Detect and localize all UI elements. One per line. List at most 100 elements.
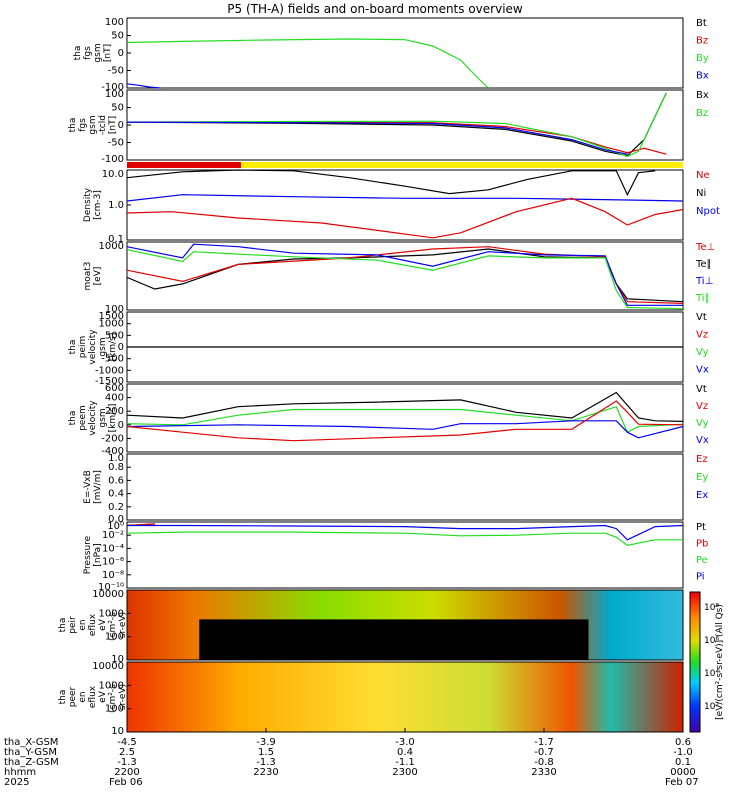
legend-entry: Te⊥ [695, 242, 715, 253]
y-tick-label: -50 [108, 138, 124, 149]
panel-frame [126, 169, 684, 241]
colorbar-tick-label: 10⁴ [704, 669, 719, 679]
x-tick-label: 0.6 [675, 737, 691, 748]
legend-entry: Vz [696, 401, 708, 412]
y-axis-label-line: en [78, 619, 88, 630]
y-tick-label: 10⁻⁶ [102, 557, 124, 568]
y-axis-label: tha peer en eflux eV (cm²-s-sr-eV) [58, 681, 128, 713]
y-axis-label-line: fgs [83, 46, 93, 60]
y-axis-label-line: tha [73, 46, 83, 61]
y-axis-label-line: tha [68, 118, 78, 133]
y-axis-label-line: tha [68, 340, 78, 355]
y-tick-label: -200 [101, 433, 124, 444]
x-tick-label: -4.5 [117, 737, 137, 748]
x-tick-label: -0.8 [534, 757, 554, 768]
y-tick-label: 50 [111, 103, 124, 114]
series-line [126, 169, 656, 197]
x-tick-label: 2230 [253, 767, 278, 778]
y-tick-label: 100 [105, 304, 124, 315]
y-tick-label: 0 [118, 48, 124, 59]
panel-frame [126, 241, 684, 311]
y-tick-label: 10⁻¹⁰ [98, 582, 124, 593]
y-tick-label: 50 [111, 31, 124, 42]
y-axis-label-line: gsm [88, 115, 98, 134]
y-tick-label: 200 [105, 406, 124, 417]
y-axis-label-line: [km/s] [108, 333, 118, 362]
colorbar: 10⁸ 10⁶ 10⁴ 10²[eV/(cm²-s-sr-eV)] (All Qs) [689, 591, 725, 733]
y-tick-label: 10.0 [102, 169, 124, 180]
y-tick-label: 100 [105, 704, 124, 715]
legend-entry: Pt [696, 522, 706, 533]
y-axis-label: tha peim velocity gsm [km/s] [68, 329, 118, 365]
y-axis-label-line: eflux [88, 685, 98, 708]
y-axis-label-line: [nT] [103, 44, 113, 62]
series-line [126, 400, 684, 442]
x-tick-label: 0000 [670, 767, 695, 778]
y-axis-label-line: [km/s] [108, 404, 118, 433]
y-axis-label-line: sr-eV) [118, 612, 128, 638]
x-tick-label: -1.1 [395, 757, 415, 768]
series-line [126, 420, 684, 439]
y-axis-label-line: en [78, 691, 88, 702]
y-tick-label: 1.0 [108, 200, 124, 211]
y-axis-label-line: Density [83, 187, 93, 222]
panel-2: 100 50 0 -50 -100 tha fgs gsm -tcld [nT] Bx Bz [68, 89, 709, 165]
spectrogram-empty-region [199, 619, 589, 660]
y-tick-label: 0 [118, 120, 124, 131]
colorbar-tick-label: 10⁸ [704, 603, 719, 613]
x-tick-label: -3.0 [395, 737, 415, 748]
y-axis-label-line: eV [98, 618, 108, 631]
status-bar-segment [240, 162, 684, 168]
legend-entry: Vt [696, 312, 707, 323]
panel-10: 10000 1000 100 10 tha peir en eflux eV (cm²-s-sr-… [58, 589, 684, 665]
series-line [126, 92, 667, 158]
legend-entry: Te∥ [695, 259, 712, 270]
y-axis-label-line: [cm-3] [93, 190, 103, 220]
y-tick-label: 0.1 [108, 234, 124, 245]
y-axis-label-line: peer [68, 686, 78, 707]
y-tick-label: 10⁻⁸ [102, 570, 124, 581]
y-tick-label: 500 [105, 330, 124, 341]
y-axis-label-line: Pressure [83, 535, 93, 574]
y-axis-label-line: [mV/m] [93, 470, 103, 504]
y-tick-label: 0 [118, 342, 124, 353]
x-row-label: tha_Y-GSM [4, 747, 57, 758]
legend-entry: Bz [696, 36, 708, 47]
x-tick-label: 2.5 [119, 747, 135, 758]
y-axis-label-line: sr-eV) [118, 684, 128, 710]
y-tick-label: 0.4 [108, 489, 124, 500]
status-bar-segment [127, 162, 241, 168]
series-line [126, 83, 161, 89]
x-row-label: tha_Z-GSM [4, 757, 59, 768]
legend-entry: Vy [696, 418, 709, 429]
y-axis-label-line: [nT] [108, 116, 118, 134]
legend-entry: Vx [696, 435, 709, 446]
y-tick-label: 10 [111, 726, 124, 737]
y-axis-label-line: (cm²-s- [108, 609, 118, 641]
y-tick-label: 400 [105, 393, 124, 404]
y-axis-label-line: tha [68, 411, 78, 426]
series-line [126, 391, 684, 422]
y-axis-label-line: moat3 [83, 261, 93, 290]
y-tick-label: -100 [101, 154, 124, 165]
x-tick-label: -0.7 [534, 747, 554, 758]
y-tick-label: 100 [105, 17, 124, 28]
series-line [126, 197, 684, 239]
y-axis-label-line: gsm [93, 43, 103, 62]
y-tick-label: 10000 [92, 589, 124, 600]
x-row-label: 2025 [4, 777, 29, 788]
x-tick-label: 0.1 [675, 757, 691, 768]
y-tick-label: -1500 [95, 376, 124, 387]
y-axis-label-line: -tcld [98, 115, 108, 135]
x-tick-label: 2330 [531, 767, 556, 778]
y-axis-label: Pressure [nPa] [83, 535, 103, 574]
y-tick-label: 0.0 [108, 514, 124, 525]
y-tick-label: 1000 [99, 241, 124, 252]
panel-frame [126, 17, 684, 89]
x-tick-label: -1.7 [534, 737, 554, 748]
series-line [126, 121, 667, 155]
y-tick-label: 10⁻² [102, 530, 124, 541]
y-axis-label-line: E=-VxB [83, 470, 93, 504]
y-tick-label: 1500 [99, 311, 124, 322]
